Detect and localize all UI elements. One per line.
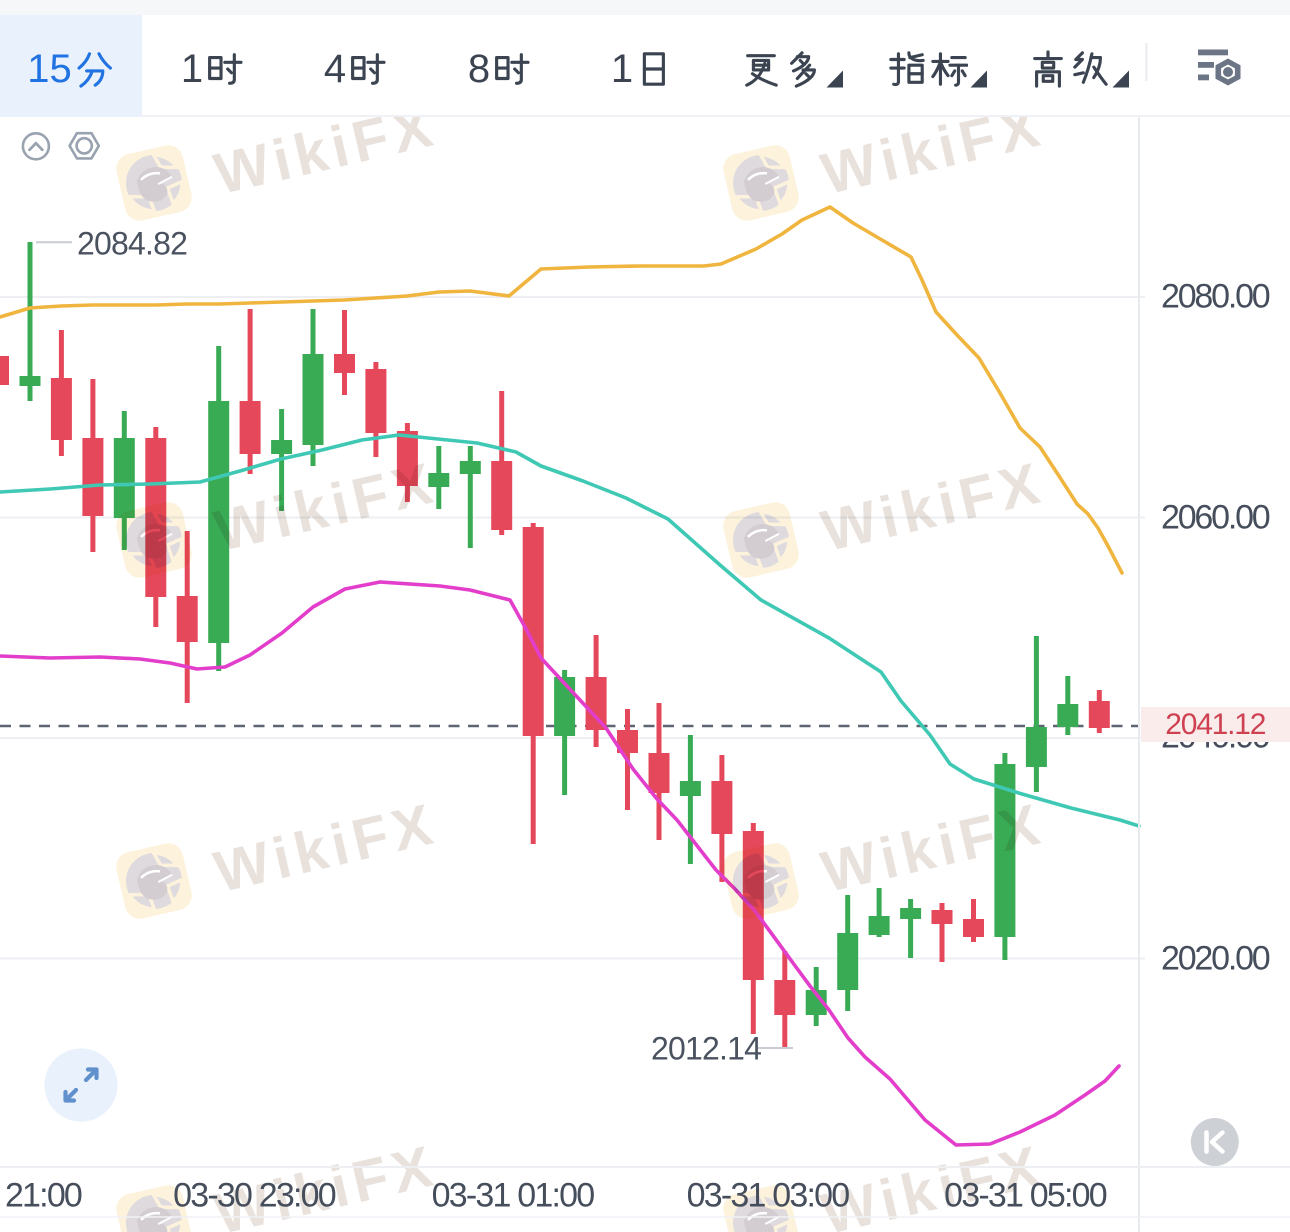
svg-text:WikiFX: WikiFX — [209, 791, 444, 905]
svg-text:WikiFX: WikiFX — [816, 450, 1051, 564]
svg-text:WikiFX: WikiFX — [209, 450, 444, 564]
